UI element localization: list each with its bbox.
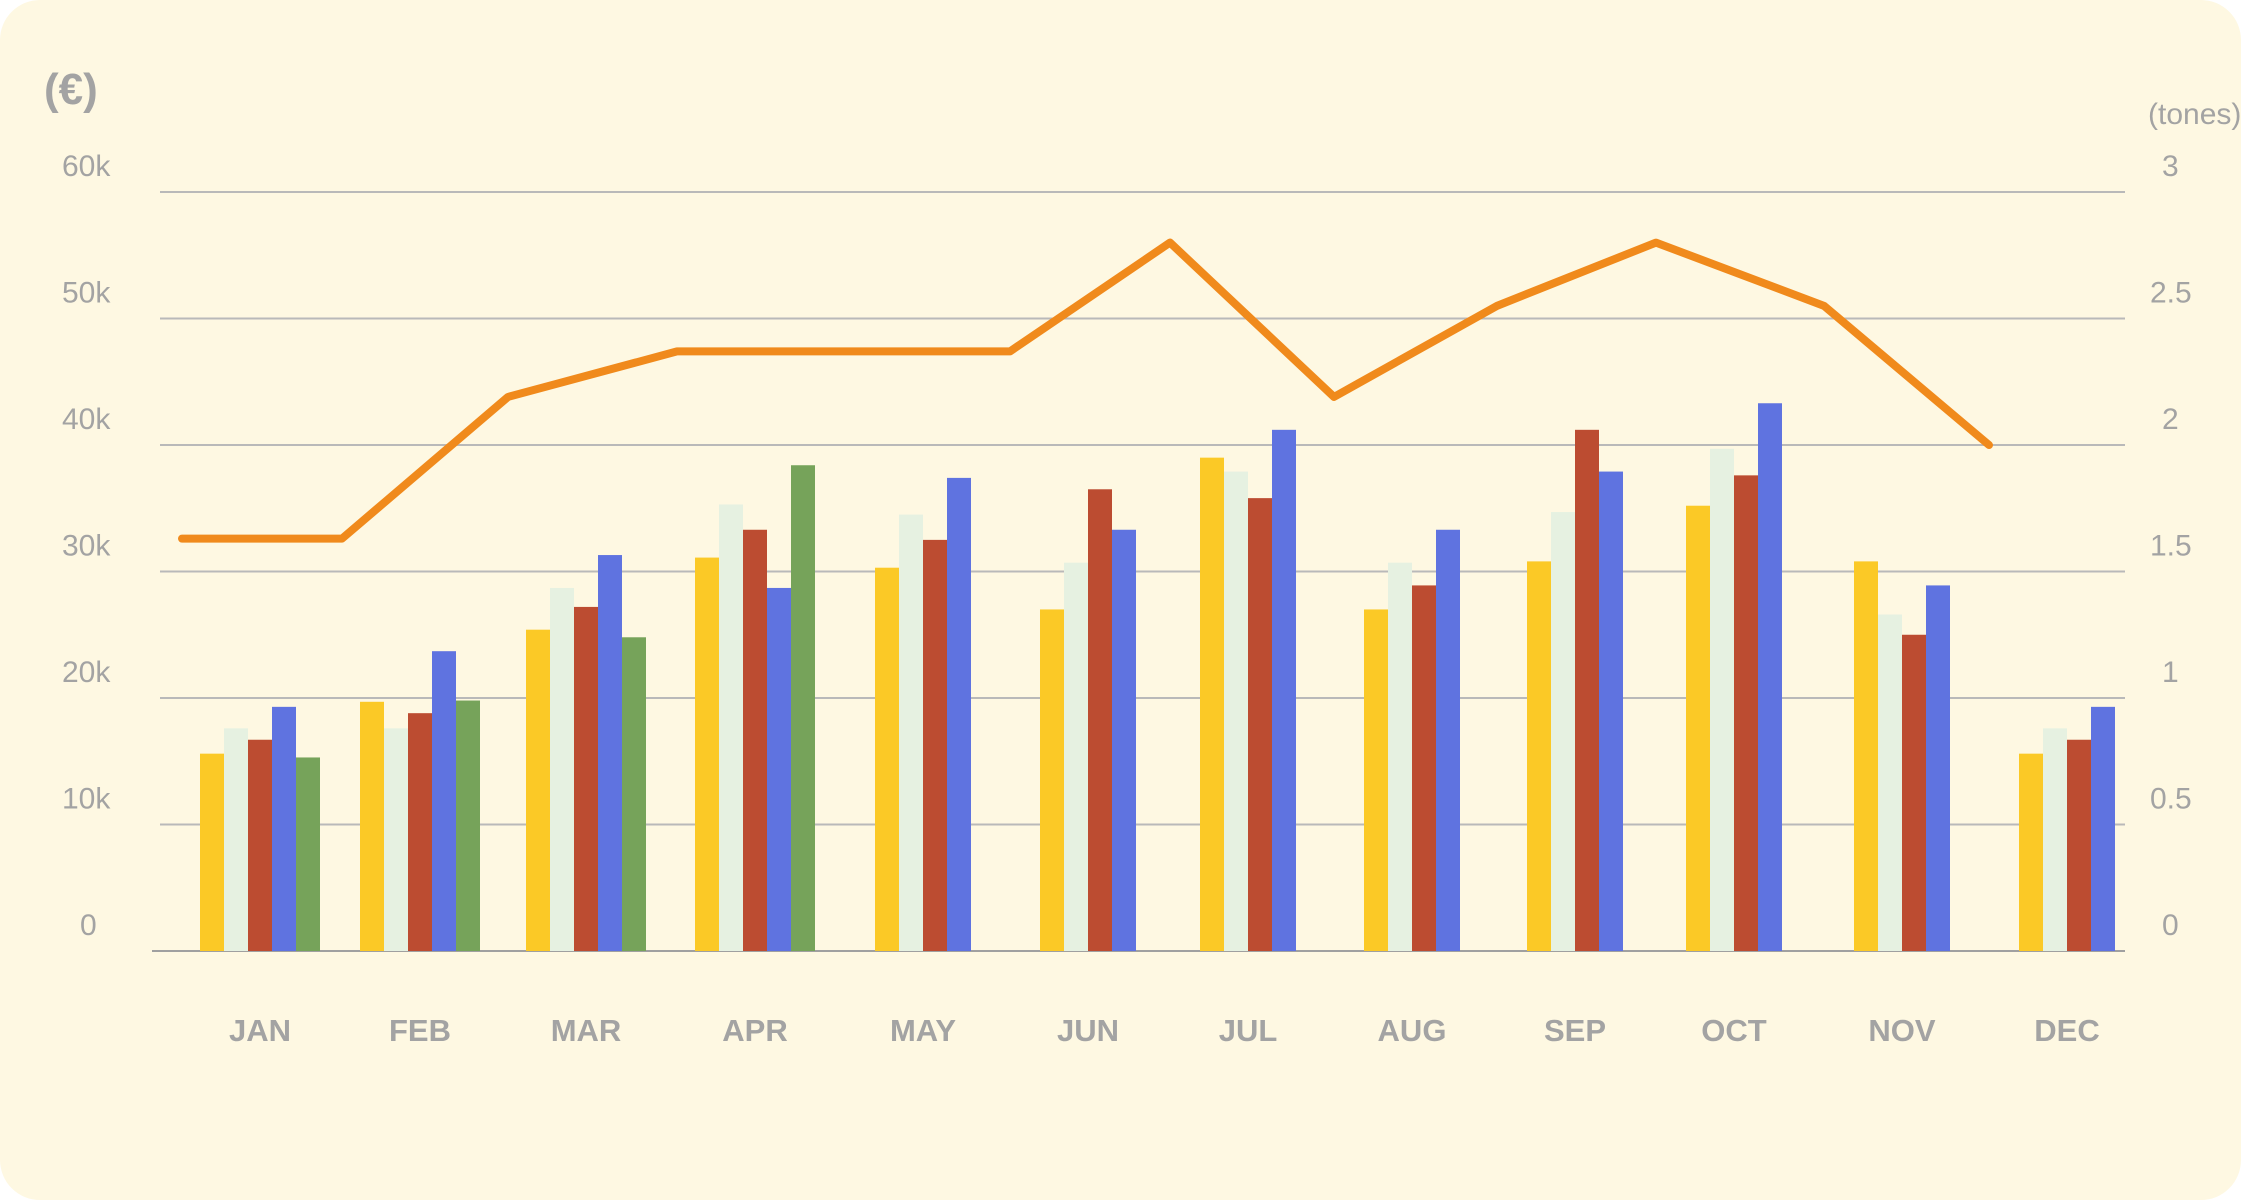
bar bbox=[296, 757, 320, 951]
bar bbox=[1758, 403, 1782, 951]
bar bbox=[1878, 614, 1902, 951]
bar bbox=[432, 651, 456, 951]
bar bbox=[526, 629, 550, 951]
bar bbox=[2043, 728, 2067, 951]
y-tick-left: 40k bbox=[62, 403, 111, 436]
bar bbox=[360, 701, 384, 951]
bar bbox=[1200, 457, 1224, 951]
gridlines bbox=[152, 191, 2125, 952]
x-tick-label: JUL bbox=[1219, 1013, 1278, 1048]
bar bbox=[1040, 609, 1064, 951]
y-tick-right: 0 bbox=[2162, 909, 2179, 942]
y-axis-right-ticks: 0 0.5 1 1.5 2 2.5 3 bbox=[2150, 150, 2192, 942]
x-tick-label: MAR bbox=[551, 1013, 622, 1048]
bar bbox=[456, 700, 480, 951]
y-tick-left: 10k bbox=[62, 783, 111, 816]
y-tick-right: 2 bbox=[2162, 403, 2179, 436]
bar bbox=[2019, 753, 2043, 951]
y-axis-left-unit: (€) bbox=[44, 65, 98, 114]
x-tick-label: JAN bbox=[229, 1013, 291, 1048]
bar bbox=[248, 739, 272, 951]
y-tick-right: 1.5 bbox=[2150, 530, 2192, 563]
bar bbox=[384, 728, 408, 951]
bar bbox=[791, 465, 815, 951]
x-tick-label: NOV bbox=[1868, 1013, 1936, 1048]
bar bbox=[767, 587, 791, 951]
bar bbox=[1064, 562, 1088, 951]
bar bbox=[1902, 634, 1926, 951]
bar bbox=[550, 587, 574, 951]
bar bbox=[1436, 529, 1460, 951]
bar bbox=[1710, 448, 1734, 951]
bar bbox=[1599, 471, 1623, 951]
bar bbox=[1088, 489, 1112, 951]
bar bbox=[1364, 609, 1388, 951]
x-tick-label: SEP bbox=[1544, 1013, 1606, 1048]
y-tick-left: 0 bbox=[80, 909, 97, 942]
bar bbox=[875, 567, 899, 951]
bars bbox=[200, 403, 2115, 951]
y-tick-right: 0.5 bbox=[2150, 783, 2192, 816]
x-tick-label: DEC bbox=[2034, 1013, 2099, 1048]
bar bbox=[2091, 706, 2115, 951]
bar bbox=[695, 557, 719, 951]
bar bbox=[1224, 471, 1248, 951]
y-tick-right: 1 bbox=[2162, 656, 2179, 689]
bar bbox=[1926, 585, 1950, 951]
bar bbox=[1272, 429, 1296, 951]
bar bbox=[200, 753, 224, 951]
bar bbox=[272, 706, 296, 951]
bar bbox=[947, 477, 971, 951]
bar bbox=[1734, 475, 1758, 951]
bar bbox=[743, 529, 767, 951]
bar bbox=[1248, 498, 1272, 951]
y-tick-right: 2.5 bbox=[2150, 277, 2192, 310]
bar bbox=[923, 539, 947, 951]
y-tick-left: 20k bbox=[62, 656, 111, 689]
bar bbox=[1854, 561, 1878, 951]
y-tick-left: 30k bbox=[62, 530, 111, 563]
x-axis-ticks: JAN FEB MAR APR MAY JUN JUL AUG SEP OCT NOV DEC bbox=[229, 1013, 2100, 1048]
y-axis-right-unit: (tones) bbox=[2148, 98, 2241, 131]
y-axis-left-ticks: 0 10k 20k 30k 40k 50k 60k bbox=[62, 150, 111, 942]
bar bbox=[2067, 739, 2091, 951]
y-tick-left: 50k bbox=[62, 277, 111, 310]
bar bbox=[1388, 562, 1412, 951]
line-series-path bbox=[178, 238, 1993, 543]
bar bbox=[899, 514, 923, 951]
bar bbox=[1575, 429, 1599, 951]
x-tick-label: OCT bbox=[1701, 1013, 1767, 1048]
bar bbox=[598, 555, 622, 951]
x-tick-label: JUN bbox=[1057, 1013, 1119, 1048]
x-tick-label: APR bbox=[722, 1013, 787, 1048]
bar bbox=[224, 728, 248, 951]
bar bbox=[1686, 505, 1710, 951]
bar bbox=[408, 713, 432, 951]
y-tick-left: 60k bbox=[62, 150, 111, 183]
bar bbox=[574, 606, 598, 951]
x-tick-label: MAY bbox=[890, 1013, 956, 1048]
x-tick-label: FEB bbox=[389, 1013, 451, 1048]
bar bbox=[1112, 529, 1136, 951]
x-tick-label: AUG bbox=[1378, 1013, 1447, 1048]
y-tick-right: 3 bbox=[2162, 150, 2179, 183]
bar bbox=[1551, 512, 1575, 951]
bar bbox=[1527, 561, 1551, 951]
bar bbox=[719, 504, 743, 951]
bar bbox=[622, 637, 646, 951]
bar bbox=[1412, 585, 1436, 951]
line-series bbox=[178, 238, 1993, 543]
